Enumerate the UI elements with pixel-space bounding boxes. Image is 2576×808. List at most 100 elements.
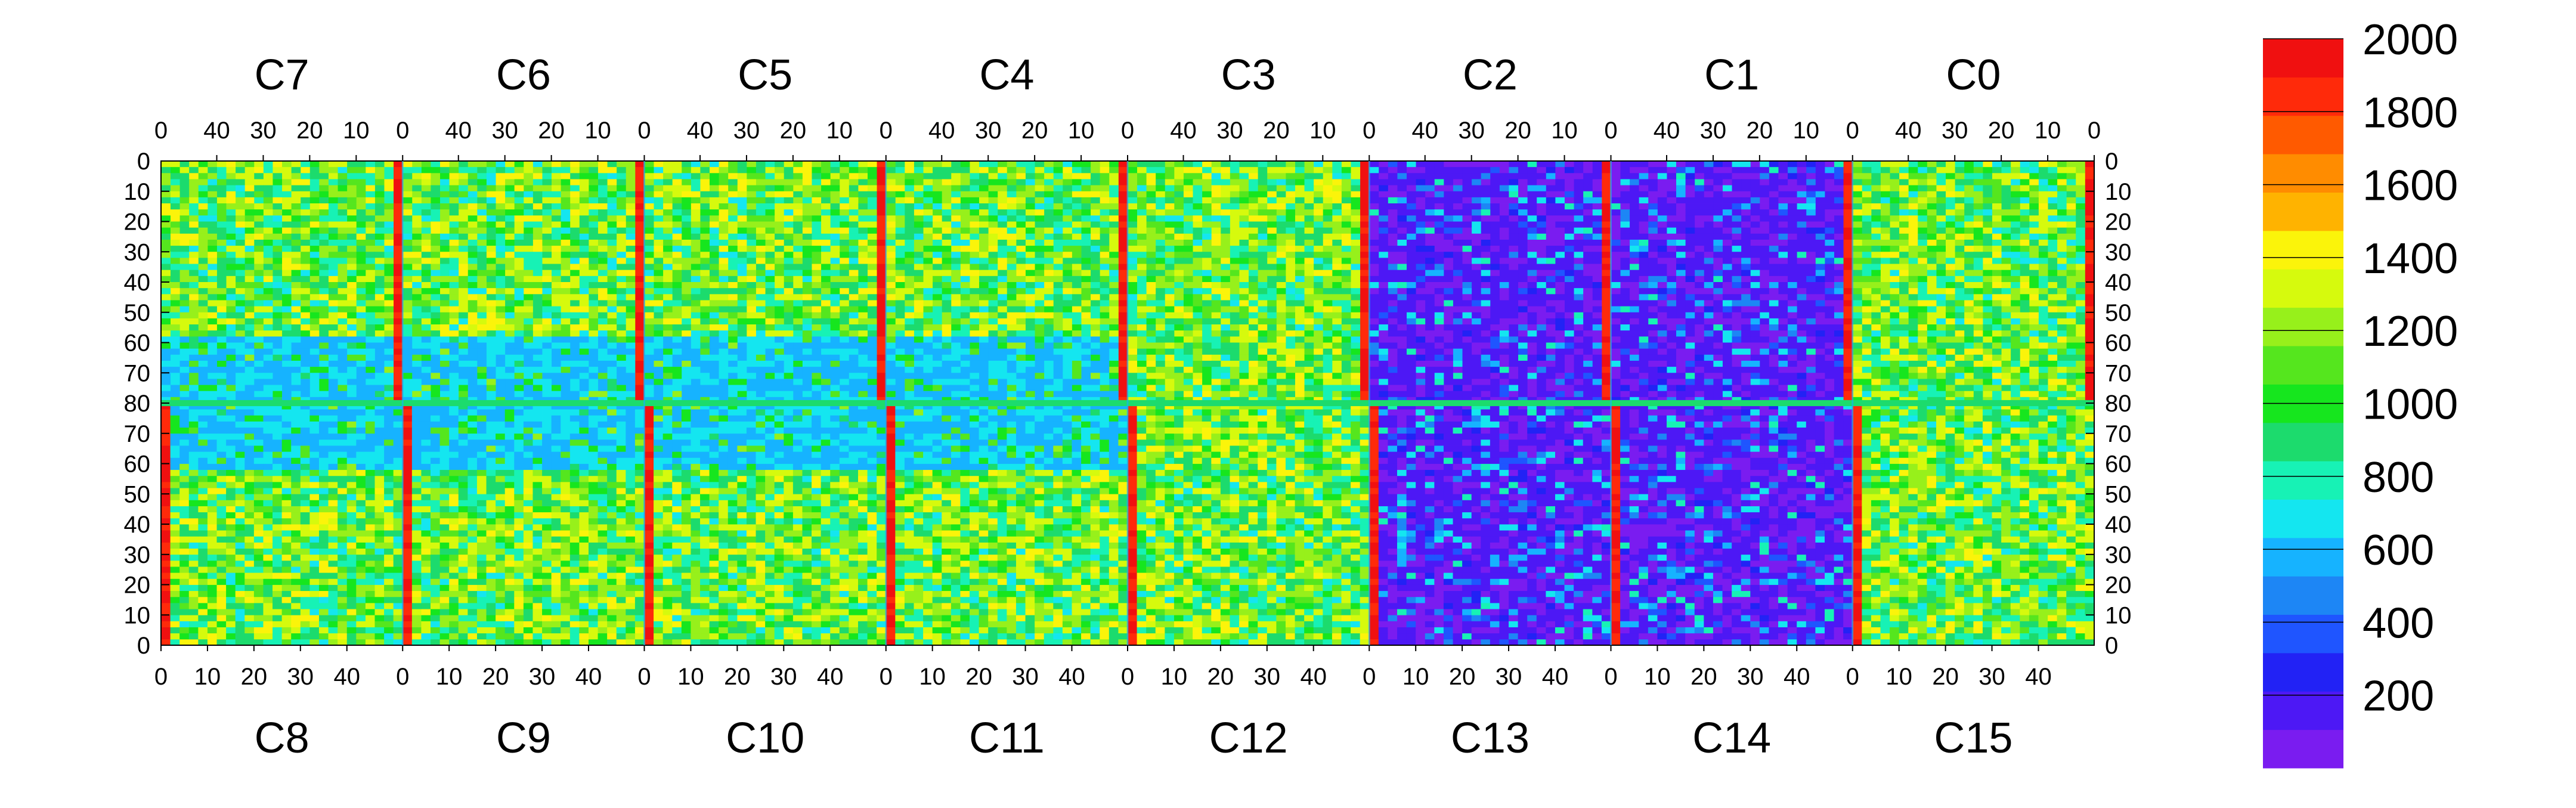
heatmap-cell bbox=[486, 481, 496, 488]
heatmap-cell bbox=[431, 621, 440, 627]
heatmap-cell bbox=[467, 312, 478, 319]
heatmap-cell bbox=[226, 457, 236, 464]
heatmap-cell bbox=[792, 252, 803, 258]
heatmap-cell bbox=[597, 494, 608, 500]
heatmap-cell bbox=[207, 560, 217, 567]
heatmap-cell bbox=[626, 457, 636, 464]
heatmap-cell bbox=[542, 548, 552, 555]
heatmap-cell bbox=[338, 191, 348, 198]
heatmap-cell bbox=[597, 306, 608, 313]
heatmap-cell bbox=[709, 312, 719, 319]
heatmap-cell bbox=[607, 336, 617, 343]
heatmap-cell bbox=[849, 173, 859, 179]
heatmap-cell bbox=[346, 258, 357, 264]
heatmap-cell bbox=[365, 530, 375, 537]
heatmap-cell bbox=[486, 348, 496, 355]
heatmap-cell bbox=[579, 439, 589, 446]
heatmap-cell bbox=[309, 215, 320, 222]
heatmap-cell bbox=[561, 221, 571, 228]
heatmap-cell bbox=[504, 415, 515, 422]
heatmap-cell bbox=[384, 506, 394, 513]
heatmap-cell bbox=[867, 246, 877, 252]
heatmap-cell bbox=[634, 191, 645, 198]
heatmap-cell bbox=[188, 342, 199, 349]
heatmap-cell bbox=[486, 288, 496, 295]
heatmap-cell bbox=[579, 167, 589, 174]
heatmap-cell bbox=[179, 560, 190, 567]
heatmap-cell bbox=[161, 360, 171, 367]
heatmap-cell bbox=[681, 227, 691, 234]
heatmap-cell bbox=[338, 475, 348, 482]
heatmap-cell bbox=[569, 354, 580, 361]
heatmap-cell bbox=[542, 246, 552, 252]
heatmap-cell bbox=[188, 360, 199, 367]
heatmap-cell bbox=[384, 475, 394, 482]
heatmap-cell bbox=[597, 330, 608, 337]
heatmap-cell bbox=[737, 167, 747, 174]
heatmap-cell bbox=[188, 524, 199, 531]
heatmap-cell bbox=[561, 609, 571, 615]
heatmap-cell bbox=[402, 639, 413, 646]
heatmap-cell bbox=[216, 312, 227, 319]
heatmap-cell bbox=[253, 433, 264, 440]
heatmap-cell bbox=[821, 246, 831, 252]
heatmap-cell bbox=[542, 167, 552, 174]
heatmap-cell bbox=[561, 258, 571, 264]
heatmap-cell bbox=[654, 270, 664, 277]
heatmap-cell bbox=[821, 252, 831, 258]
heatmap-cell bbox=[328, 536, 338, 543]
heatmap-cell bbox=[523, 233, 533, 240]
heatmap-cell bbox=[431, 167, 440, 174]
heatmap-cell bbox=[756, 294, 766, 301]
heatmap-cell bbox=[709, 215, 719, 222]
heatmap-cell bbox=[300, 415, 310, 422]
heatmap-cell bbox=[579, 494, 589, 500]
heatmap-cell bbox=[188, 179, 199, 185]
heatmap-cell bbox=[476, 167, 487, 174]
heatmap-cell bbox=[216, 367, 227, 373]
heatmap-cell bbox=[579, 312, 589, 319]
heatmap-cell bbox=[318, 481, 329, 488]
heatmap-cell bbox=[273, 258, 283, 264]
heatmap-cell bbox=[235, 300, 245, 307]
heatmap-cell bbox=[253, 179, 264, 185]
heatmap-cell bbox=[421, 627, 431, 634]
heatmap-cell bbox=[356, 524, 366, 531]
heatmap-cell bbox=[523, 524, 533, 531]
heatmap-cell bbox=[338, 633, 348, 640]
heatmap-cell bbox=[338, 457, 348, 464]
heatmap-cell bbox=[384, 270, 394, 277]
heatmap-cell bbox=[318, 566, 329, 573]
heatmap-cell bbox=[328, 633, 338, 640]
heatmap-cell bbox=[393, 221, 403, 228]
heatmap-cell bbox=[458, 203, 468, 210]
heatmap-cell bbox=[514, 494, 524, 500]
heatmap-cell bbox=[476, 548, 487, 555]
heatmap-cell bbox=[616, 488, 626, 494]
heatmap-cell bbox=[253, 421, 264, 428]
heatmap-cell bbox=[691, 324, 701, 331]
heatmap-cell bbox=[216, 282, 227, 289]
heatmap-cell bbox=[839, 282, 849, 289]
heatmap-cell bbox=[588, 621, 598, 627]
heatmap-cell bbox=[551, 330, 561, 337]
heatmap-cell bbox=[504, 221, 515, 228]
heatmap-cell bbox=[318, 336, 329, 343]
heatmap-cell bbox=[634, 179, 645, 185]
heatmap-cell bbox=[235, 584, 245, 592]
heatmap-cell bbox=[402, 379, 413, 385]
heatmap-cell bbox=[338, 300, 348, 307]
heatmap-cell bbox=[504, 421, 515, 428]
heatmap-cell bbox=[365, 481, 375, 488]
heatmap-cell bbox=[496, 536, 506, 543]
heatmap-cell bbox=[253, 512, 264, 519]
heatmap-cell bbox=[607, 463, 617, 470]
heatmap-cell bbox=[616, 512, 626, 519]
heatmap-cell bbox=[626, 518, 636, 525]
heatmap-cell bbox=[727, 233, 738, 240]
heatmap-cell bbox=[402, 536, 413, 543]
heatmap-cell bbox=[291, 252, 301, 258]
heatmap-cell bbox=[774, 282, 784, 289]
heatmap-cell bbox=[476, 209, 487, 216]
heatmap-cell bbox=[654, 275, 664, 283]
